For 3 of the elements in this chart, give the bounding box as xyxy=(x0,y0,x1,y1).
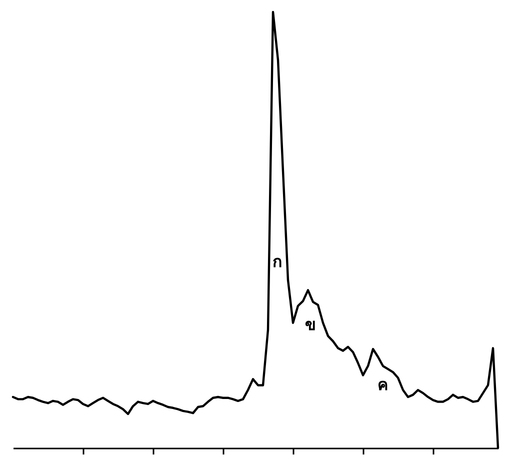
annotation: ก xyxy=(272,252,282,271)
annotation: ข xyxy=(304,315,316,334)
annotation: ค xyxy=(378,375,389,394)
